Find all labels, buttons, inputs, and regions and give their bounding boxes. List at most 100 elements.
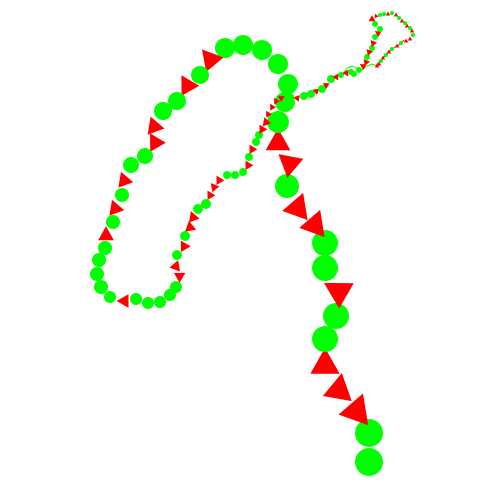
- circle-bead: [338, 72, 344, 78]
- circle-bead: [130, 293, 142, 305]
- circle-bead: [323, 303, 349, 329]
- circle-bead: [115, 188, 129, 202]
- triangle-bead: [374, 63, 380, 68]
- circle-bead: [275, 174, 299, 198]
- circle-bead: [172, 250, 182, 260]
- triangle-bead: [266, 110, 273, 118]
- triangle-bead: [98, 226, 114, 241]
- triangle-bead: [282, 192, 308, 221]
- triangle-bead: [312, 88, 320, 95]
- circle-bead: [201, 199, 211, 209]
- circle-bead: [231, 171, 239, 179]
- circle-bead: [137, 148, 153, 164]
- circle-bead: [399, 41, 403, 45]
- circle-bead: [300, 92, 308, 100]
- triangle-bead: [323, 282, 354, 309]
- triangle-bead: [322, 372, 352, 402]
- triangle-bead: [366, 49, 374, 56]
- triangle-bead: [342, 69, 349, 77]
- triangle-bead: [376, 61, 382, 66]
- triangle-bead: [399, 18, 405, 23]
- circle-bead: [390, 47, 394, 51]
- circle-bead: [378, 13, 382, 17]
- triangle-bead: [278, 154, 304, 178]
- triangle-bead: [310, 347, 340, 374]
- circle-bead: [372, 21, 378, 27]
- circle-bead: [106, 215, 120, 229]
- circle-bead: [267, 111, 289, 133]
- circle-bead: [411, 33, 415, 37]
- circle-bead: [252, 40, 272, 60]
- circle-bead: [372, 34, 378, 40]
- circle-bead: [154, 102, 172, 120]
- circle-bead: [312, 326, 338, 352]
- triangle-bead: [277, 96, 285, 103]
- triangle-bead: [386, 49, 392, 54]
- circle-bead: [170, 281, 182, 293]
- triangle-bead: [259, 124, 268, 134]
- circle-bead: [239, 168, 247, 176]
- triangle-bead: [147, 116, 165, 135]
- circle-bead: [278, 74, 298, 94]
- triangle-bead: [380, 55, 386, 60]
- circle-bead: [403, 21, 407, 25]
- circle-bead: [377, 26, 383, 32]
- triangle-bead: [299, 209, 325, 238]
- triangle-bead: [374, 31, 382, 38]
- circle-bead: [351, 71, 357, 77]
- circle-bead: [318, 85, 326, 93]
- triangle-bead: [332, 73, 339, 81]
- circle-bead: [233, 35, 253, 55]
- circle-bead: [384, 53, 388, 57]
- triangle-bead: [201, 49, 224, 72]
- circle-bead: [123, 157, 139, 173]
- circle-bead: [408, 26, 412, 30]
- triangle-bead: [270, 103, 277, 111]
- triangle-bead: [245, 160, 254, 170]
- circle-bead: [215, 38, 235, 58]
- triangle-bead: [116, 294, 129, 308]
- circle-bead: [98, 241, 112, 255]
- circle-bead: [92, 253, 106, 267]
- triangle-bead: [403, 38, 409, 43]
- triangle-bead: [207, 190, 216, 200]
- triangle-bead: [338, 393, 369, 426]
- circle-bead: [94, 280, 108, 294]
- triangle-bead: [173, 272, 186, 283]
- triangle-bead: [169, 260, 181, 272]
- circle-bead: [355, 419, 383, 447]
- circle-bead: [286, 93, 294, 101]
- triangle-bead: [118, 171, 134, 188]
- triangle-bead: [394, 43, 400, 48]
- triangle-bead: [181, 75, 200, 96]
- triangle-bead: [404, 23, 410, 28]
- triangle-bead: [363, 59, 371, 66]
- triangle-bead: [180, 240, 191, 253]
- bead-group: [90, 11, 415, 476]
- circle-bead: [268, 54, 288, 74]
- circle-bead: [364, 54, 370, 60]
- circle-bead: [379, 59, 383, 63]
- circle-bead: [382, 12, 386, 16]
- circle-bead: [191, 66, 209, 84]
- triangle-bead: [409, 28, 415, 33]
- triangle-bead: [322, 83, 330, 90]
- triangle-bead: [185, 220, 197, 232]
- triangle-bead: [249, 144, 258, 154]
- triangle-bead: [274, 97, 281, 105]
- triangle-bead: [368, 15, 376, 22]
- triangle-bead: [393, 12, 399, 17]
- triangle-bead: [262, 117, 272, 127]
- triangle-bead: [370, 40, 378, 47]
- circle-bead: [390, 11, 394, 15]
- circle-bead: [154, 296, 166, 308]
- triangle-bead: [216, 175, 225, 185]
- circle-bead: [312, 255, 338, 281]
- circle-bead: [252, 138, 260, 146]
- triangle-bead: [265, 128, 291, 151]
- triangle-bead: [188, 211, 200, 223]
- triangle-bead: [293, 95, 300, 102]
- triangle-bead: [150, 133, 166, 152]
- circle-bead: [307, 90, 315, 98]
